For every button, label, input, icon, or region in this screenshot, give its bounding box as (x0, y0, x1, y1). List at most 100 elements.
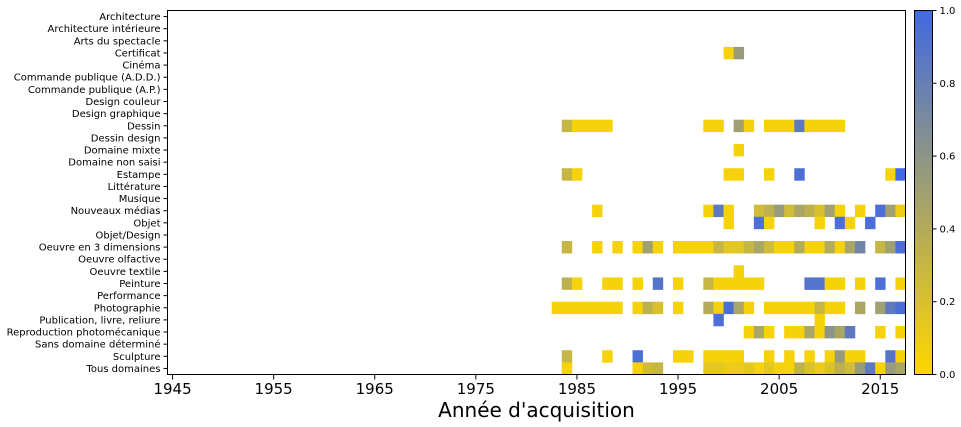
heatmap-cell (703, 119, 714, 133)
y-tick-label: Nouveaux médias (71, 205, 161, 217)
heatmap-cell (824, 350, 836, 363)
heatmap-cell (834, 301, 846, 315)
heatmap-cell (713, 301, 724, 315)
y-tick-label: Design graphique (72, 109, 161, 120)
heatmap-cell (672, 277, 684, 290)
heatmap-cell (763, 350, 775, 363)
heatmap-cell (794, 204, 805, 218)
heatmap-cell (672, 301, 684, 315)
heatmap-cell (703, 277, 714, 290)
heatmap-cell (723, 362, 734, 375)
heatmap-cell (804, 301, 815, 315)
x-axis: 1945 1955 1965 1975 1985 1995 2005 2015 (153, 374, 899, 398)
heatmap-cell (824, 241, 836, 254)
heatmap-cell (652, 301, 664, 315)
heatmap-cell (713, 204, 724, 218)
heatmap-cell (854, 241, 866, 254)
heatmap-cell (875, 277, 886, 290)
colorbar-tick-label: 0.0 (940, 370, 956, 381)
heatmap-cell (794, 325, 805, 339)
heatmap-cell (885, 301, 896, 315)
heatmap-cell (612, 241, 623, 254)
x-tick-label: 1975 (457, 380, 495, 398)
heatmap-cell (592, 204, 603, 218)
heatmap-cell (642, 362, 654, 375)
heatmap-cell (713, 362, 724, 375)
heatmap-cell (561, 350, 573, 363)
colorbar-tick-label: 0.8 (940, 79, 956, 90)
heatmap-cell (713, 241, 724, 254)
heatmap-cell (632, 362, 643, 375)
heatmap-cell (632, 350, 643, 363)
heatmap-cell (743, 362, 755, 375)
y-tick-label: Peinture (119, 279, 160, 290)
heatmap-cell (784, 350, 795, 363)
heatmap-cell (834, 119, 846, 133)
heatmap-cell (814, 362, 825, 375)
heatmap-cell (561, 301, 573, 315)
heatmap-cell (774, 119, 785, 133)
heatmap-cell (632, 241, 643, 254)
heatmap-cell (865, 362, 876, 375)
heatmap-cell (652, 362, 664, 375)
heatmap-cell (763, 119, 775, 133)
heatmap-cells (551, 46, 906, 375)
heatmap-cell (753, 204, 765, 218)
heatmap-cell (612, 277, 623, 290)
heatmap-cell (784, 204, 795, 218)
heatmap-cell (703, 350, 714, 363)
heatmap-cell (652, 241, 664, 254)
heatmap-cell (743, 119, 755, 133)
heatmap-cell (561, 168, 573, 181)
y-tick-label: Publication, livre, reliure (39, 315, 160, 326)
heatmap-cell (581, 301, 593, 315)
heatmap-cell (814, 325, 825, 339)
heatmap-cell (713, 350, 724, 363)
heatmap-cell (703, 241, 714, 254)
x-tick-label: 2015 (861, 380, 899, 398)
heatmap-cell (774, 362, 785, 375)
heatmap-cell (834, 277, 846, 290)
colorbar-tick-label: 1.0 (940, 6, 956, 17)
heatmap-cell (865, 216, 876, 230)
heatmap-cell (804, 204, 815, 218)
x-tick-label: 1995 (659, 380, 697, 398)
heatmap-cell (854, 350, 866, 363)
heatmap-cell (885, 204, 896, 218)
heatmap-cell (733, 168, 745, 181)
heatmap-cell (824, 204, 836, 218)
y-tick-label: Architecture (99, 12, 160, 23)
heatmap-cell (753, 241, 765, 254)
heatmap-cell (814, 241, 825, 254)
heatmap-cell (753, 277, 765, 290)
y-tick-label: Photographie (94, 303, 161, 314)
heatmap-cell (834, 216, 846, 230)
heatmap-cell (612, 301, 623, 315)
y-tick-label: Sculpture (113, 352, 161, 363)
heatmap-cell (571, 119, 583, 133)
heatmap-cell (834, 325, 846, 339)
y-tick-label: Reproduction photomécanique (7, 327, 161, 339)
plot-frame (167, 10, 906, 375)
heatmap-cell (824, 119, 836, 133)
heatmap-cell (723, 204, 734, 218)
heatmap-cell (824, 325, 836, 339)
heatmap-cell (561, 362, 573, 375)
y-tick-label: Domaine non saisi (68, 158, 160, 169)
heatmap-cell (875, 301, 886, 315)
y-tick-label: Littérature (108, 181, 161, 193)
heatmap-cell (713, 277, 724, 290)
heatmap-cell (551, 301, 563, 315)
y-tick-label: Tous domaines (85, 364, 160, 375)
heatmap-cell (713, 119, 724, 133)
heatmap-cell (895, 362, 906, 375)
heatmap-cell (743, 301, 755, 315)
heatmap-cell (642, 241, 654, 254)
heatmap-cell (885, 350, 896, 363)
heatmap-cell (804, 241, 815, 254)
y-tick-label: Musique (119, 194, 161, 205)
y-tick-label: Oeuvre olfactive (78, 255, 160, 266)
heatmap-cell (814, 313, 825, 327)
heatmap-cell (602, 350, 613, 363)
